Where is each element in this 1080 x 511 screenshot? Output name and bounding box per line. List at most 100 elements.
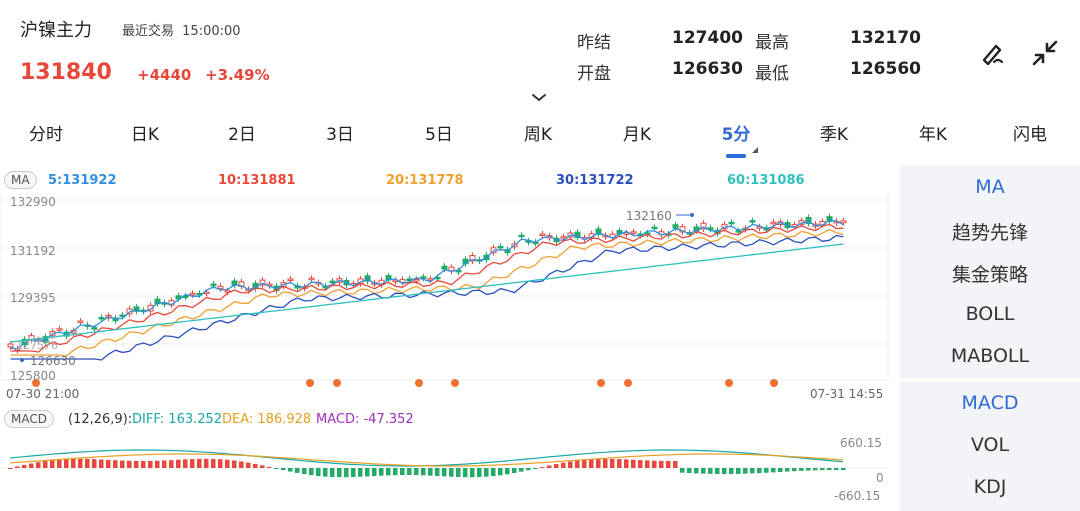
macd-bar	[232, 460, 237, 468]
tab-dropdown-caret-icon[interactable]	[752, 147, 758, 153]
tab-week-k[interactable]: 周K	[523, 125, 553, 145]
macd-diff: DIFF: 163.252	[132, 412, 223, 427]
macd-bar	[708, 468, 713, 474]
active-tab-indicator	[726, 154, 746, 158]
high-label: 最高	[755, 33, 789, 53]
macd-bar	[554, 464, 559, 468]
side-item-maboll[interactable]: MABOLL	[950, 345, 1030, 367]
macd-value: MACD: -47.352	[316, 412, 414, 427]
tab-3day[interactable]: 3日	[326, 125, 354, 145]
candle-body	[518, 234, 525, 238]
edit-pencil-icon[interactable]	[978, 38, 1008, 68]
macd-indicator-tag[interactable]: MACD	[4, 410, 54, 428]
candle-body	[91, 327, 98, 330]
period-tabs: 分时 日K 2日 3日 5日 周K 月K 5分 季K 年K 闪电	[0, 120, 1080, 160]
macd-bar	[246, 462, 251, 468]
side-item-macd[interactable]: MACD	[961, 392, 1019, 414]
macd-bar	[547, 465, 552, 468]
macd-bar	[386, 468, 391, 476]
candle-body	[469, 255, 476, 262]
high-value: 132170	[850, 28, 921, 48]
collapse-arrows-icon[interactable]	[1030, 38, 1060, 68]
macd-bar	[722, 468, 727, 474]
macd-bar	[106, 459, 111, 468]
macd-bar	[820, 468, 825, 471]
open-value: 126630	[672, 59, 743, 79]
macd-bar	[393, 468, 398, 476]
candle-body	[413, 279, 420, 282]
macd-bar	[470, 468, 475, 478]
macd-bar	[561, 462, 566, 468]
macd-chart[interactable]	[0, 432, 895, 511]
macd-bar	[743, 468, 748, 474]
tab-season-k[interactable]: 季K	[819, 125, 849, 145]
side-item-vol[interactable]: VOL	[970, 434, 1010, 456]
macd-bar	[519, 468, 524, 472]
macd-bar	[183, 459, 188, 468]
ma60-value: 60:131086	[727, 173, 805, 188]
tab-day-k[interactable]: 日K	[130, 125, 160, 145]
macd-bar	[750, 468, 755, 474]
tab-2day[interactable]: 2日	[228, 125, 256, 145]
macd-bar	[365, 468, 370, 477]
ma60-line	[10, 243, 844, 343]
macd-bar	[127, 460, 132, 468]
price-axis-label-2: 131192	[10, 244, 56, 258]
macd-bar	[351, 468, 356, 478]
candle-body	[560, 236, 567, 239]
macd-bar	[379, 468, 384, 476]
candle-body	[770, 221, 777, 225]
macd-bar	[631, 459, 636, 468]
side-item-strategy[interactable]: 集金策略	[951, 264, 1028, 286]
macd-bar	[771, 468, 776, 473]
chevron-down-icon[interactable]	[531, 88, 547, 102]
candle-body	[672, 224, 679, 229]
event-dot-icon	[725, 379, 733, 387]
tab-fenshi[interactable]: 分时	[29, 125, 63, 145]
side-item-trend[interactable]: 趋势先锋	[951, 222, 1028, 244]
tab-month-k[interactable]: 月K	[622, 125, 652, 145]
main-indicator-panel	[900, 166, 1080, 378]
ma10-line	[10, 223, 844, 353]
macd-bar	[757, 468, 762, 474]
candle-body	[189, 292, 196, 296]
ma30-value: 30:131722	[556, 173, 634, 188]
macd-bar	[603, 458, 608, 468]
macd-bar	[22, 464, 27, 468]
macd-bar	[316, 468, 321, 477]
ma-indicator-tag[interactable]: MA	[4, 171, 37, 189]
macd-bar	[260, 465, 265, 468]
low-marker-label: 126630	[30, 354, 76, 368]
macd-bar	[218, 459, 223, 468]
macd-bar	[323, 468, 328, 477]
macd-bar	[309, 468, 314, 476]
event-dot-icon	[597, 379, 605, 387]
current-price: 131840	[20, 60, 112, 85]
side-item-boll[interactable]: BOLL	[965, 303, 1015, 325]
event-dot-icon	[306, 379, 314, 387]
macd-bar	[792, 468, 797, 472]
event-dot-icon	[32, 379, 40, 387]
tab-year-k[interactable]: 年K	[918, 125, 948, 145]
tab-flash[interactable]: 闪电	[1013, 125, 1047, 145]
macd-bar	[190, 459, 195, 468]
ma5-line	[10, 219, 844, 350]
macd-bar	[29, 463, 34, 468]
macd-bar	[729, 468, 734, 474]
prev-settle-label: 昨结	[577, 33, 611, 53]
tab-5min[interactable]: 5分	[721, 125, 751, 145]
candle-body	[329, 280, 336, 284]
macd-axis-top: 660.15	[840, 436, 882, 450]
high-marker-dot	[690, 213, 694, 217]
instrument-title: 沪镍主力	[20, 20, 92, 41]
macd-legend: MACD (12,26,9): DIFF: 163.252 DEA: 186.9…	[0, 409, 895, 431]
side-item-ma[interactable]: MA	[975, 176, 1005, 198]
kline-chart[interactable]	[0, 192, 895, 404]
macd-bar	[36, 462, 41, 468]
side-item-kdj[interactable]: KDJ	[973, 476, 1007, 498]
tab-5day[interactable]: 5日	[425, 125, 453, 145]
macd-bar	[778, 468, 783, 472]
price-change-pct: +3.49%	[205, 66, 270, 84]
time-axis-start: 07-30 21:00	[6, 387, 80, 401]
candle-body	[287, 278, 294, 282]
